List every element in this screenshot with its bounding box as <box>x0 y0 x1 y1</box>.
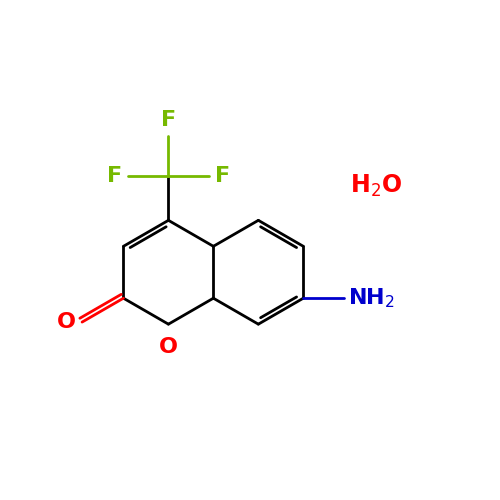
Text: O: O <box>57 312 76 332</box>
Text: O: O <box>159 336 178 356</box>
Text: F: F <box>107 166 122 186</box>
Text: F: F <box>161 110 176 130</box>
Text: H$_2$O: H$_2$O <box>350 172 402 199</box>
Text: F: F <box>215 166 230 186</box>
Text: NH$_2$: NH$_2$ <box>348 286 395 310</box>
